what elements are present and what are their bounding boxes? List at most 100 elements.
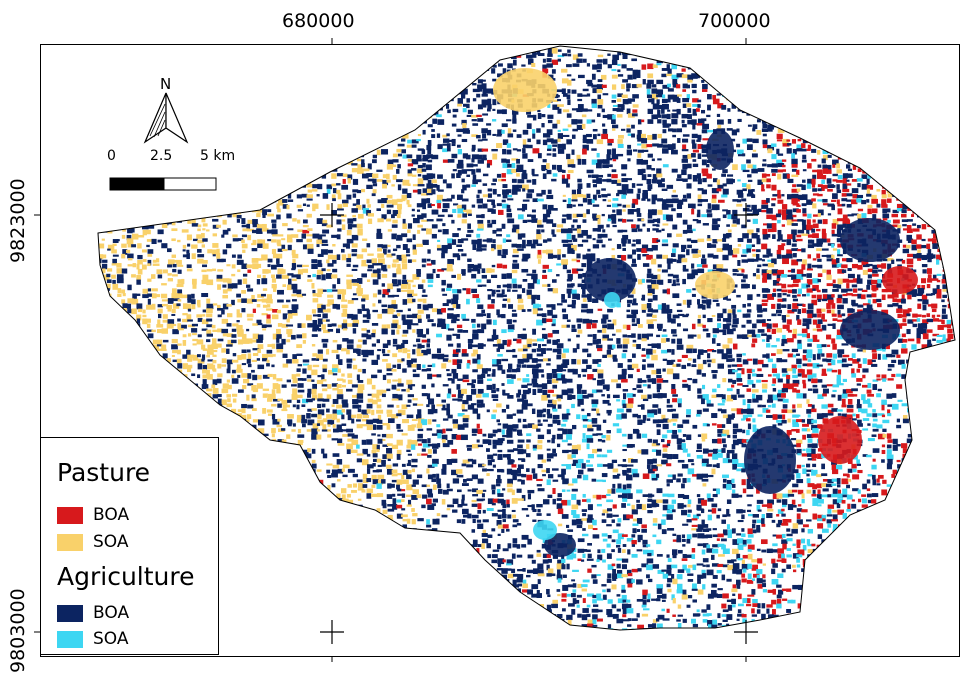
raster-pixel	[506, 289, 511, 292]
raster-pixel	[161, 223, 168, 228]
raster-pixel	[437, 203, 441, 209]
raster-pixel	[926, 268, 932, 274]
raster-pixel	[457, 289, 462, 294]
raster-pixel	[417, 214, 424, 220]
raster-pixel	[577, 93, 583, 97]
raster-pixel	[387, 283, 393, 290]
raster-pixel	[452, 253, 460, 258]
raster-pixel	[726, 209, 731, 215]
raster-pixel	[752, 124, 758, 130]
raster-pixel	[577, 233, 584, 238]
raster-pixel	[466, 104, 470, 109]
raster-pixel	[172, 259, 178, 263]
raster-pixel	[422, 304, 429, 311]
raster-pixel	[266, 298, 273, 304]
raster-pixel	[772, 194, 779, 197]
raster-pixel	[356, 223, 363, 229]
raster-pixel	[821, 298, 828, 302]
raster-pixel	[486, 279, 491, 284]
raster-pixel	[906, 244, 911, 249]
raster-pixel	[411, 159, 419, 165]
raster-pixel	[252, 219, 258, 225]
raster-pixel	[812, 278, 819, 284]
raster-pixel	[721, 104, 727, 110]
raster-pixel	[396, 288, 401, 293]
raster-pixel	[832, 173, 838, 177]
raster-pixel	[436, 273, 440, 278]
raster-pixel	[447, 243, 452, 250]
raster-pixel	[326, 204, 330, 210]
raster-pixel	[446, 263, 453, 269]
raster-pixel	[497, 249, 502, 256]
raster-pixel	[622, 218, 627, 223]
raster-pixel	[517, 214, 524, 220]
raster-pixel	[791, 168, 797, 172]
raster-pixel	[541, 168, 546, 172]
raster-pixel	[692, 163, 699, 168]
raster-pixel	[697, 254, 702, 258]
raster-pixel	[307, 248, 314, 254]
raster-pixel	[447, 238, 453, 244]
raster-pixel	[822, 198, 828, 203]
raster-pixel	[627, 133, 635, 136]
raster-pixel	[177, 239, 181, 243]
raster-pixel	[267, 239, 272, 242]
raster-pixel	[616, 193, 620, 197]
raster-pixel	[746, 193, 754, 197]
raster-pixel	[647, 108, 654, 114]
raster-pixel	[801, 283, 808, 289]
raster-pixel	[906, 234, 913, 241]
raster-pixel	[367, 178, 375, 182]
raster-pixel	[562, 134, 570, 137]
raster-pixel	[481, 274, 487, 279]
raster-pixel	[827, 184, 834, 189]
raster-pixel	[391, 199, 398, 206]
raster-pixel	[832, 248, 838, 251]
raster-pixel	[492, 119, 497, 122]
raster-pixel	[671, 113, 679, 119]
raster-pixel	[737, 268, 744, 271]
raster-pixel	[712, 178, 718, 183]
raster-pixel	[692, 113, 697, 116]
raster-pixel	[867, 274, 872, 279]
raster-pixel	[731, 224, 737, 227]
raster-pixel	[456, 144, 461, 148]
raster-pixel	[627, 74, 633, 80]
raster-pixel	[582, 298, 587, 302]
raster-pixel	[402, 179, 410, 186]
raster-pixel	[927, 274, 932, 279]
raster-pixel	[182, 303, 188, 310]
raster-pixel	[787, 143, 792, 146]
raster-pixel	[346, 243, 350, 249]
raster-pixel	[617, 143, 624, 149]
raster-pixel	[372, 303, 376, 307]
raster-pixel	[697, 99, 702, 103]
raster-pixel	[881, 294, 886, 301]
raster-pixel	[811, 264, 819, 268]
raster-pixel	[491, 244, 496, 250]
raster-pixel	[876, 298, 882, 303]
raster-pixel	[256, 228, 263, 234]
raster-pixel	[367, 213, 375, 217]
raster-pixel	[481, 99, 488, 106]
raster-pixel	[757, 168, 765, 172]
raster-pixel	[667, 144, 674, 150]
raster-pixel	[742, 153, 746, 157]
raster-pixel	[391, 164, 397, 168]
raster-pixel	[747, 164, 754, 169]
raster-pixel	[137, 254, 143, 260]
raster-pixel	[576, 228, 581, 234]
raster-pixel	[641, 294, 646, 301]
raster-pixel	[657, 183, 665, 188]
raster-pixel	[502, 203, 509, 209]
raster-pixel	[792, 253, 797, 258]
raster-pixel	[802, 154, 807, 160]
raster-pixel	[612, 224, 617, 228]
raster-pixel	[791, 174, 799, 177]
raster-pixel	[576, 293, 580, 300]
raster-pixel	[791, 188, 799, 193]
raster-pixel	[547, 238, 552, 242]
raster-pixel	[401, 283, 408, 289]
raster-pixel	[571, 164, 576, 168]
raster-pixel	[622, 189, 627, 196]
